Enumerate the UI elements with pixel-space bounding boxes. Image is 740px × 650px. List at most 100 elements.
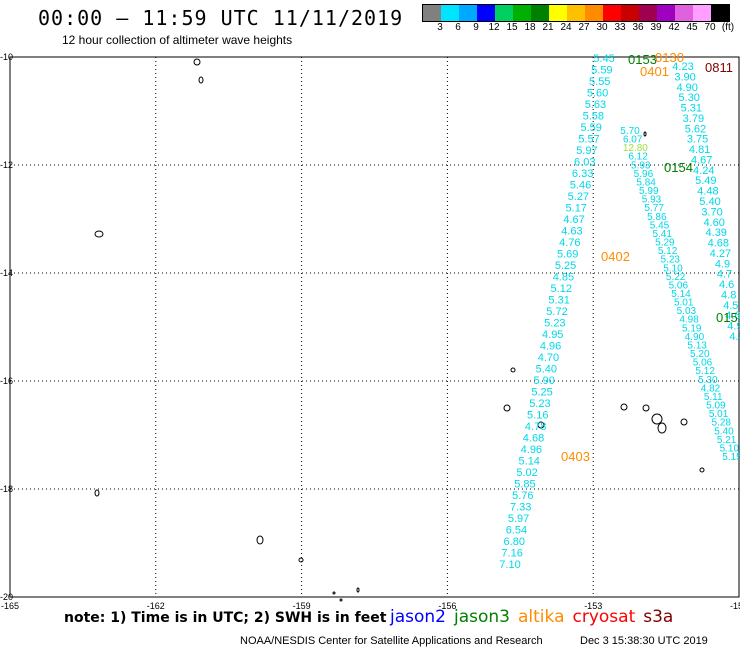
island-outline [256, 535, 264, 545]
swh-value: 4.5 [723, 300, 738, 312]
swh-value: 5.96 [634, 169, 654, 180]
swh-value: 4.67 [691, 154, 712, 166]
swh-value: 4.6 [719, 279, 734, 291]
swh-value: 5.23 [661, 255, 681, 266]
swh-value: 4.8 [721, 289, 736, 301]
colorbar-swatch [495, 5, 513, 21]
swh-value: 4.9 [727, 321, 740, 333]
island-outline [503, 404, 511, 412]
island-outline [537, 421, 545, 429]
pass-time-label: 0401 [640, 64, 669, 79]
swh-value: 5.30 [698, 375, 718, 386]
swh-value: 3.70 [701, 206, 722, 218]
swh-value: 5.62 [685, 123, 706, 135]
swh-value: 6.54 [506, 525, 527, 537]
swh-value: 4.95 [542, 329, 563, 341]
lon-label: -165 [1, 601, 19, 611]
colorbar-swatch [639, 5, 657, 21]
swh-value: 5.40 [714, 426, 734, 437]
swh-value: 4.63 [561, 226, 582, 238]
swh-value: 5.70 [620, 126, 640, 137]
island-outline [94, 489, 100, 497]
credit-line: NOAA/NESDIS Center for Satellite Applica… [240, 635, 543, 647]
lon-label: -150 [730, 601, 740, 611]
swh-value: 5.84 [636, 177, 656, 188]
swh-value: 4.96 [521, 444, 542, 456]
swh-value: 5.11 [704, 392, 723, 403]
swh-value: 4.27 [710, 248, 731, 260]
swh-value: 4.98 [679, 315, 699, 326]
lat-label: -20 [0, 592, 13, 602]
swh-value: 5.93 [642, 195, 662, 206]
swh-value: 5.40 [536, 364, 557, 376]
swh-value: 5.31 [681, 103, 702, 115]
legend-jason3: jason3 [454, 607, 510, 627]
swh-value: 5.49 [695, 175, 716, 187]
swh-value: 5.58 [583, 111, 604, 123]
colorbar-swatch [513, 5, 531, 21]
swh-value: 4.9 [715, 258, 730, 270]
swh-value: 5.69 [557, 249, 578, 261]
colorbar-label: 3 [437, 22, 443, 33]
swh-value: 5.13 [687, 340, 707, 351]
map-title: 00:00 – 11:59 UTC 11/11/2019 [38, 6, 404, 30]
swh-value: 5.09 [706, 401, 726, 412]
swh-value: 7.33 [510, 502, 531, 514]
colorbar-swatch [585, 5, 603, 21]
swh-value: 6.12 [628, 152, 648, 163]
swh-value: 4.70 [538, 352, 559, 364]
swh-value: 5.01 [674, 298, 694, 309]
colorbar-label: (ft) [721, 22, 735, 33]
swh-value: 5.77 [644, 203, 664, 214]
island-outline [642, 404, 650, 412]
colorbar-label: 36 [632, 22, 644, 33]
swh-value: 5.41 [652, 229, 672, 240]
swh-value: 4.81 [689, 144, 710, 156]
colorbar-labels: 3 6 9 12 15 18 21 24 27 30 33 36 39 42 45 70 (ft) [422, 22, 734, 34]
swh-value: 6.80 [504, 536, 525, 548]
swh-value: 5.15 [722, 452, 740, 463]
swh-value: 5.86 [647, 212, 667, 223]
swh-value: 5.97 [576, 145, 597, 157]
swh-value: 5.27 [568, 191, 589, 203]
swh-value: 5.46 [570, 180, 591, 192]
swh-value: 5.60 [587, 88, 608, 100]
swh-value: 5.72 [546, 306, 567, 318]
island-outline [193, 58, 201, 66]
colorbar-label: 27 [578, 22, 590, 33]
swh-value: 5.76 [512, 490, 533, 502]
swh-value: 5.12 [551, 283, 572, 295]
island-outline [298, 557, 304, 563]
lat-label: -14 [0, 268, 13, 278]
swh-value: 5.45 [593, 53, 614, 65]
lat-label: -12 [0, 160, 13, 170]
swh-value: 4.78 [525, 421, 546, 433]
swh-value: 5.16 [527, 410, 548, 422]
wave-height-colorbar [422, 4, 730, 22]
swh-value: 5.06 [669, 280, 689, 291]
swh-value: 6.07 [623, 135, 643, 146]
swh-value: 4.60 [703, 217, 724, 229]
swh-value: 5.06 [693, 358, 713, 369]
swh-value: 4.85 [553, 272, 574, 284]
island-outline [680, 418, 688, 426]
map-subtitle: 12 hour collection of altimeter wave hei… [62, 33, 293, 47]
swh-value: 5.14 [671, 289, 691, 300]
map-frame [9, 56, 740, 598]
swh-value: 5.97 [508, 513, 529, 525]
colorbar-label: 33 [614, 22, 626, 33]
pass-time-label: 015 [716, 310, 738, 325]
swh-value: 5.29 [655, 238, 675, 249]
swh-value: 5.28 [712, 418, 732, 429]
lon-label: -159 [293, 601, 311, 611]
pass-time-label: 0154 [664, 160, 693, 175]
legend-altika: altika [518, 607, 565, 627]
swh-value: 5.12 [658, 246, 678, 257]
lat-label: -16 [0, 376, 13, 386]
swh-value: 4.68 [523, 433, 544, 445]
pass-time-label: 0403 [561, 449, 590, 464]
satellite-legend: jason2 jason3 altika cryosat s3a [390, 607, 681, 627]
colorbar-swatch [459, 5, 477, 21]
colorbar-swatch [549, 5, 567, 21]
lon-label: -153 [584, 601, 602, 611]
